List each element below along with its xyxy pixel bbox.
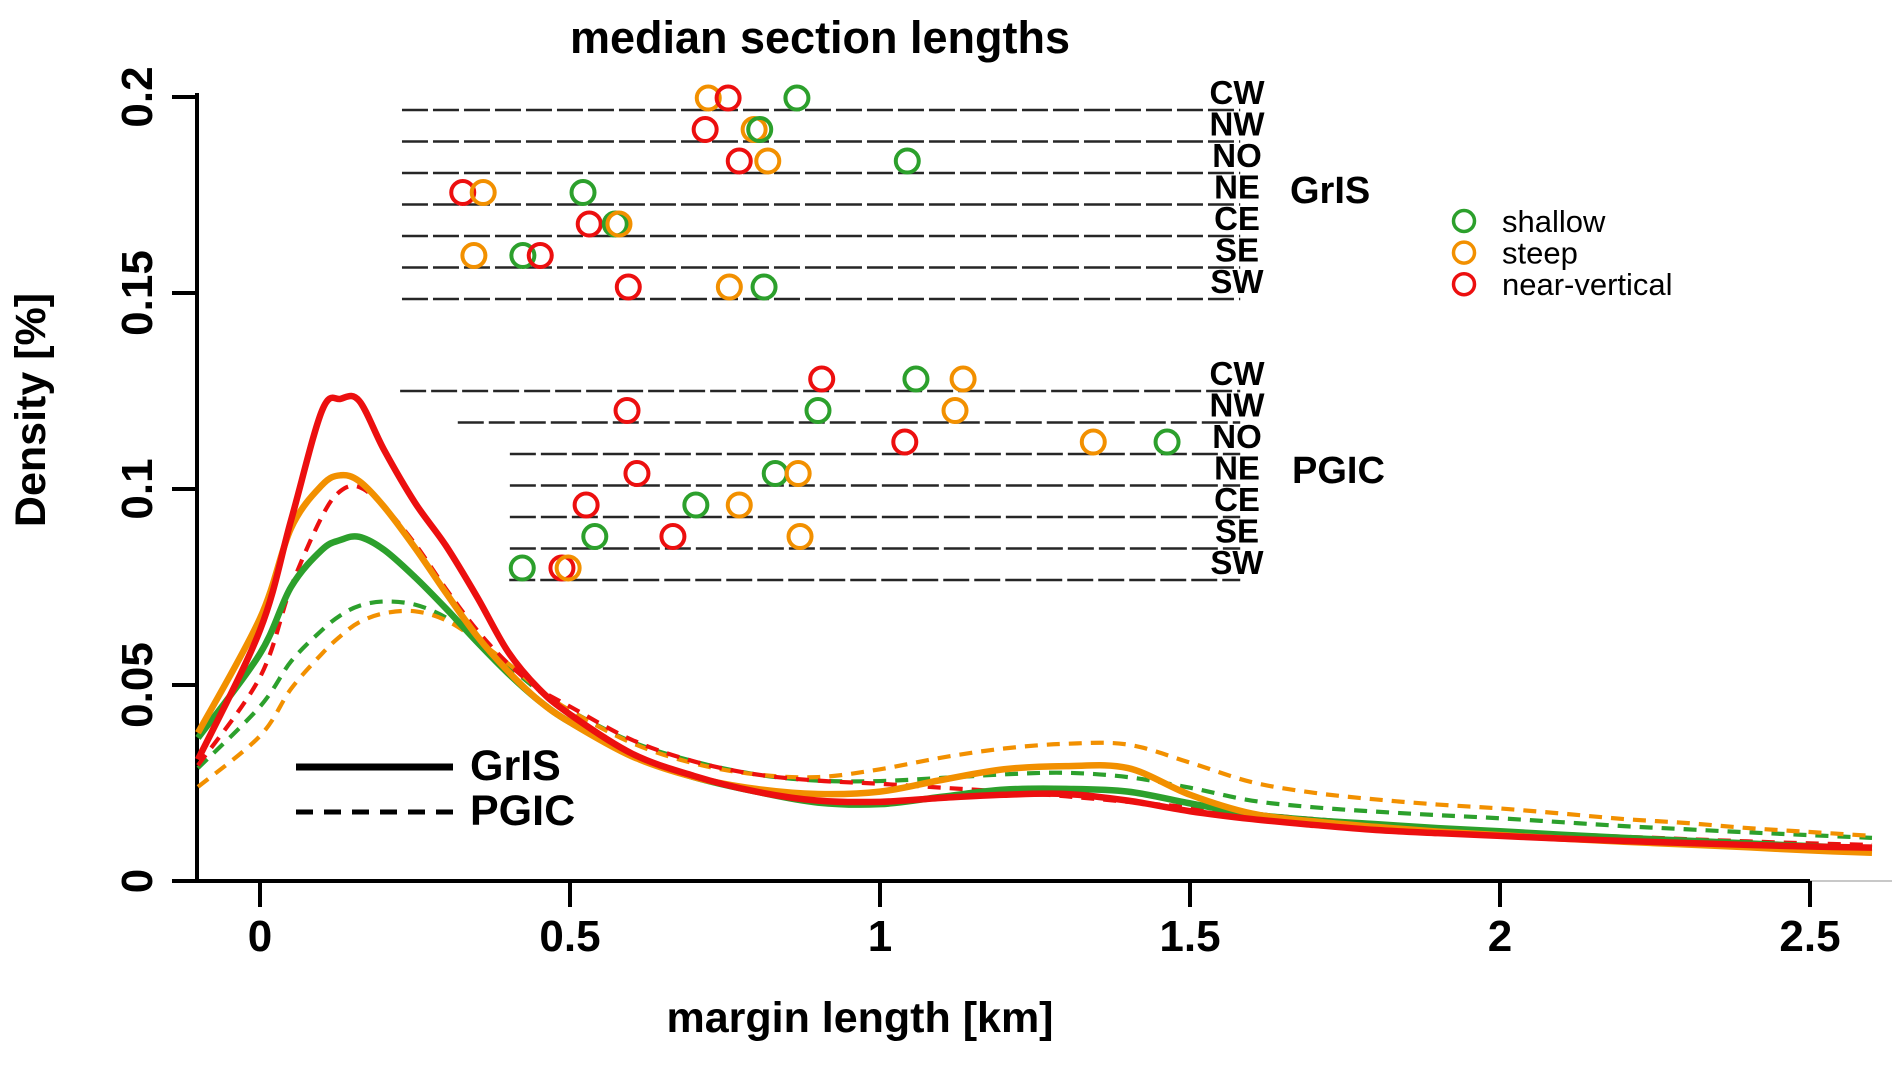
strip-row-label-gris-no: NO [1212,137,1262,174]
strip-row-label-gris-ce: CE [1214,200,1260,237]
density-curve-gris-shallow [195,533,1873,852]
legend-marker-near-vertical [1451,271,1477,297]
strip-point-gris-cw-steep [694,84,722,112]
x-tick-label: 0 [248,912,272,961]
strip-point-gris-no-steep [754,147,782,175]
strip-point-gris-sw-near-vertical [614,273,642,301]
strip-row-label-gris-ne: NE [1214,169,1260,206]
strip-row-label-pgic-se: SE [1215,513,1259,550]
strip-point-gris-ne-near-vertical [449,179,477,206]
strip-point-pgic-cw-steep [949,365,977,393]
y-tick-label: 0.05 [113,642,162,728]
y-tick-label: 0.15 [113,250,162,336]
strip-point-pgic-ne-shallow [761,460,789,487]
strip-point-pgic-no-shallow [1153,428,1181,456]
strip-point-pgic-sw-steep [554,554,582,582]
group-label-gris: GrIS [1290,170,1371,212]
strip-point-pgic-ne-near-vertical [623,460,651,487]
strip-point-gris-se-shallow [509,242,537,269]
y-tick-label: 0.2 [113,66,162,127]
strip-point-pgic-ce-steep [725,491,753,519]
strip-point-gris-cw-near-vertical [714,84,742,112]
x-tick-label: 2 [1488,912,1512,961]
strip-point-gris-nw-near-vertical [691,116,719,143]
strip-point-gris-nw-shallow [746,116,774,143]
strip-point-gris-se-steep [460,242,488,269]
strip-point-pgic-ce-shallow [682,491,710,519]
y-tick-label: 0 [113,869,162,893]
legend-label-shallow: shallow [1502,204,1606,239]
strip-point-gris-no-near-vertical [725,147,753,175]
x-tick-label: 1 [868,912,892,961]
strip-row-label-pgic-nw: NW [1210,387,1266,424]
x-tick-label: 0.5 [539,912,600,961]
strip-point-pgic-nw-shallow [804,397,832,424]
strip-point-pgic-ce-near-vertical [572,491,600,519]
strip-point-gris-se-near-vertical [526,242,554,269]
strip-row-label-gris-se: SE [1215,232,1259,269]
strip-row-label-gris-nw: NW [1210,106,1266,143]
strip-point-pgic-nw-steep [941,397,969,424]
density-curve-pgic-shallow [196,599,1873,840]
line-legend-label-pgic: PGIC [470,787,576,835]
strip-point-pgic-cw-shallow [902,365,930,393]
legend-marker-steep [1451,240,1477,265]
strip-point-pgic-nw-near-vertical [613,397,641,424]
strip-point-pgic-se-shallow [581,523,609,550]
strip-point-gris-ne-steep [469,179,497,206]
strip-point-pgic-se-steep [786,523,814,550]
strip-point-gris-no-shallow [893,147,921,175]
x-tick-label: 1.5 [1159,912,1220,961]
strip-point-gris-sw-shallow [750,273,778,301]
strip-row-label-pgic-ne: NE [1214,450,1260,487]
x-tick-label: 2.5 [1779,912,1840,961]
density-curve-pgic-steep [196,608,1873,839]
x-axis-title: margin length [km] [666,994,1054,1042]
strip-row-label-pgic-no: NO [1212,418,1262,455]
strip-row-label-gris-sw: SW [1210,263,1264,300]
strip-point-pgic-cw-near-vertical [808,365,836,393]
y-tick-label: 0.1 [113,458,162,519]
legend-label-near-vertical: near-vertical [1502,267,1673,302]
strip-point-pgic-no-steep [1079,428,1107,456]
strip-point-pgic-sw-shallow [508,554,536,582]
density-curve-gris-near-vertical [195,392,1873,851]
strip-point-gris-ne-shallow [569,179,597,206]
strip-point-pgic-ne-steep [784,460,812,487]
line-legend-label-gris: GrIS [470,742,561,790]
group-label-pgic: PGIC [1292,450,1385,492]
legend-marker-shallow [1451,208,1477,234]
strip-point-pgic-no-near-vertical [891,428,919,456]
strip-row-label-pgic-sw: SW [1210,544,1264,581]
strip-row-label-gris-cw: CW [1210,74,1266,111]
strip-row-label-pgic-cw: CW [1210,355,1266,392]
strip-row-label-pgic-ce: CE [1214,481,1260,518]
strip-point-pgic-se-near-vertical [659,523,687,550]
y-axis-title: Density [%] [7,292,55,528]
strip-point-gris-sw-steep [715,273,743,301]
strip-point-gris-ce-near-vertical [575,210,603,238]
strip-point-gris-ce-steep [605,210,633,238]
legend-label-steep: steep [1502,236,1578,271]
strip-point-gris-cw-shallow [783,84,811,112]
inset-title: median section lengths [569,12,1071,63]
